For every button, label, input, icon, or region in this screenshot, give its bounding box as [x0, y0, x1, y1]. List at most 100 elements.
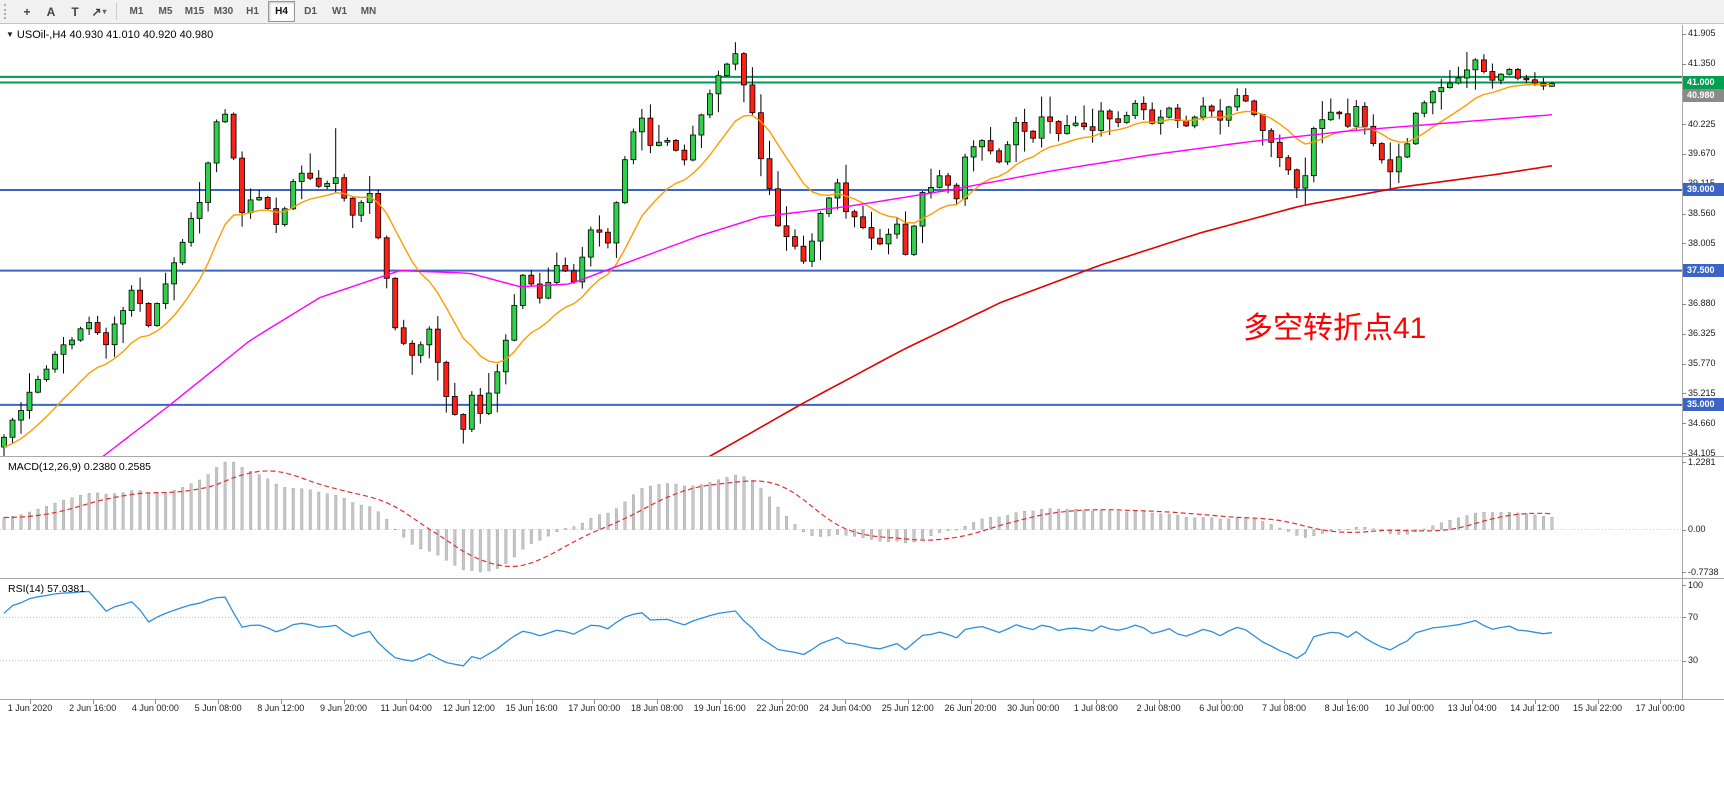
toolbar-separator	[116, 3, 117, 20]
time-axis-label: 11 Jun 04:00	[380, 703, 432, 713]
symbol-collapse-icon[interactable]: ▼	[6, 30, 14, 39]
macd-panel-canvas[interactable]	[0, 457, 1682, 578]
rsi-axis-tick	[1682, 617, 1686, 619]
macd-signal-line[interactable]	[3, 470, 1552, 568]
text-tool[interactable]: A	[46, 4, 56, 19]
chart-text-annotation[interactable]: 多空转折点41	[1243, 312, 1427, 345]
price-axis-label: 36.880	[1688, 298, 1716, 309]
time-axis-tick	[406, 700, 408, 704]
timeframe-button-m5[interactable]: M5	[158, 6, 173, 17]
arrow-objects-tool[interactable]: ↗ ▾	[91, 4, 107, 19]
chart-title: ▼ USOil-,H4 40.930 41.010 40.920 40.980	[6, 29, 213, 41]
time-axis-tick	[343, 700, 345, 704]
price-axis-tick	[1682, 303, 1686, 305]
timeframe-button-h1[interactable]: H1	[246, 6, 259, 17]
ma-slow-line[interactable]	[600, 165, 1553, 456]
drawing-tools-group: + A T ↗ ▾	[15, 1, 111, 23]
time-axis-label: 2 Jun 16:00	[69, 703, 117, 713]
price-tag-39.000: 39.000	[1683, 183, 1724, 197]
panel-divider[interactable]	[0, 456, 1724, 457]
rsi-panel-canvas[interactable]	[0, 579, 1682, 699]
price-axis-tick	[1682, 363, 1686, 365]
timeframe-buttons-group: M1 M5 M15 M30 H1 H4 D1 W1 MN	[122, 1, 383, 22]
time-axis-label: 1 Jul 08:00	[1073, 703, 1118, 713]
time-axis-label: 12 Jun 12:00	[442, 703, 495, 713]
time-axis-label: 4 Jun 00:00	[131, 703, 179, 713]
time-axis-label: 19 Jun 16:00	[693, 703, 746, 713]
time-axis-label: 6 Jul 00:00	[1199, 703, 1244, 713]
price-axis-label: 39.115	[1688, 178, 1715, 189]
time-axis-tick	[657, 700, 658, 704]
time-axis-label: 10 Jul 00:00	[1384, 703, 1434, 713]
price-axis-tick	[1682, 243, 1686, 245]
time-axis-tick	[1409, 700, 1411, 704]
time-axis-tick	[218, 700, 220, 704]
macd-axis-tick	[1682, 462, 1686, 463]
main-chart-canvas[interactable]	[0, 25, 1682, 456]
price-axis-tick	[1682, 33, 1686, 35]
price-axis-label: 35.770	[1688, 358, 1716, 369]
time-axis-tick	[1221, 700, 1223, 704]
price-axis-label: 41.350	[1688, 58, 1716, 69]
macd-axis-tick	[1682, 572, 1686, 573]
timeframe-button-m1[interactable]: M1	[129, 6, 144, 17]
price-tag-41.000: 41.000	[1683, 76, 1724, 89]
time-axis-label: 25 Jun 12:00	[881, 703, 934, 713]
time-axis-label: 9 Jun 20:00	[319, 703, 368, 713]
time-axis-tick	[1660, 700, 1662, 704]
time-axis-label: 8 Jun 12:00	[257, 703, 305, 713]
ma-mid-line[interactable]	[0, 114, 1553, 456]
label-tool[interactable]: T	[71, 4, 79, 19]
time-axis-label: 7 Jul 08:00	[1261, 703, 1307, 713]
time-axis-label: 15 Jul 22:00	[1572, 703, 1623, 713]
chart-title-text: USOil-,H4 40.930 41.010 40.920 40.980	[16, 29, 214, 41]
time-axis-tick	[280, 700, 282, 704]
price-axis-tick	[1682, 63, 1686, 65]
rsi-line[interactable]	[3, 590, 1552, 667]
time-axis-label: 15 Jun 16:00	[505, 703, 558, 713]
time-axis-tick	[468, 700, 470, 704]
time-axis-tick	[1095, 700, 1097, 704]
toolbar-grip[interactable]	[4, 4, 10, 19]
time-axis-label: 1 Jun 2020	[7, 703, 53, 713]
rsi-indicator-label: RSI(14) 57.0381	[8, 583, 86, 595]
time-axis-label: 22 Jun 20:00	[756, 703, 809, 713]
price-axis-label: 35.215	[1688, 387, 1716, 398]
price-tag-37.500: 37.500	[1683, 264, 1724, 278]
time-axis-label: 18 Jun 08:00	[630, 703, 684, 713]
time-axis-label: 14 Jul 12:00	[1510, 703, 1560, 713]
time-axis-label: 17 Jun 00:00	[568, 703, 621, 713]
crosshair-tool[interactable]: +	[23, 4, 31, 19]
price-axis-label: 36.325	[1688, 328, 1716, 339]
price-axis-label: 34.105	[1688, 447, 1716, 458]
price-axis-label: 38.560	[1688, 208, 1716, 219]
rsi-axis-label: 30	[1688, 655, 1699, 666]
time-axis-tick	[1472, 700, 1474, 704]
price-axis-label: 40.225	[1688, 118, 1716, 129]
time-axis-tick	[1284, 700, 1285, 704]
timeframe-button-mn[interactable]: MN	[360, 6, 377, 17]
panel-divider[interactable]	[0, 578, 1724, 579]
timeframe-button-d1[interactable]: D1	[304, 6, 317, 17]
time-axis-tick	[719, 700, 721, 704]
ma-fast-line[interactable]	[3, 83, 1552, 449]
time-axis-label: 24 Jun 04:00	[819, 703, 872, 713]
time-axis-tick	[30, 700, 31, 704]
price-axis-tick	[1682, 393, 1686, 395]
macd-axis-tick	[1682, 529, 1686, 531]
time-axis-label: 30 Jun 00:00	[1007, 703, 1060, 713]
rsi-axis-tick	[1682, 660, 1686, 662]
price-axis-label: 38.005	[1688, 237, 1716, 248]
time-axis-divider	[0, 699, 1724, 700]
timeframe-button-m15[interactable]: M15	[184, 6, 205, 17]
time-axis-tick	[92, 700, 94, 704]
timeframe-button-w1[interactable]: W1	[332, 6, 347, 17]
macd-axis-label: 0.00	[1688, 524, 1706, 534]
timeframe-button-h4[interactable]: H4	[268, 1, 295, 22]
price-axis-label: 41.905	[1688, 28, 1716, 39]
timeframe-button-m30[interactable]: M30	[213, 6, 234, 17]
price-tag-35.000: 35.000	[1683, 398, 1724, 412]
macd-axis-label: 1.2281	[1688, 456, 1716, 467]
time-axis-tick	[1597, 700, 1599, 704]
